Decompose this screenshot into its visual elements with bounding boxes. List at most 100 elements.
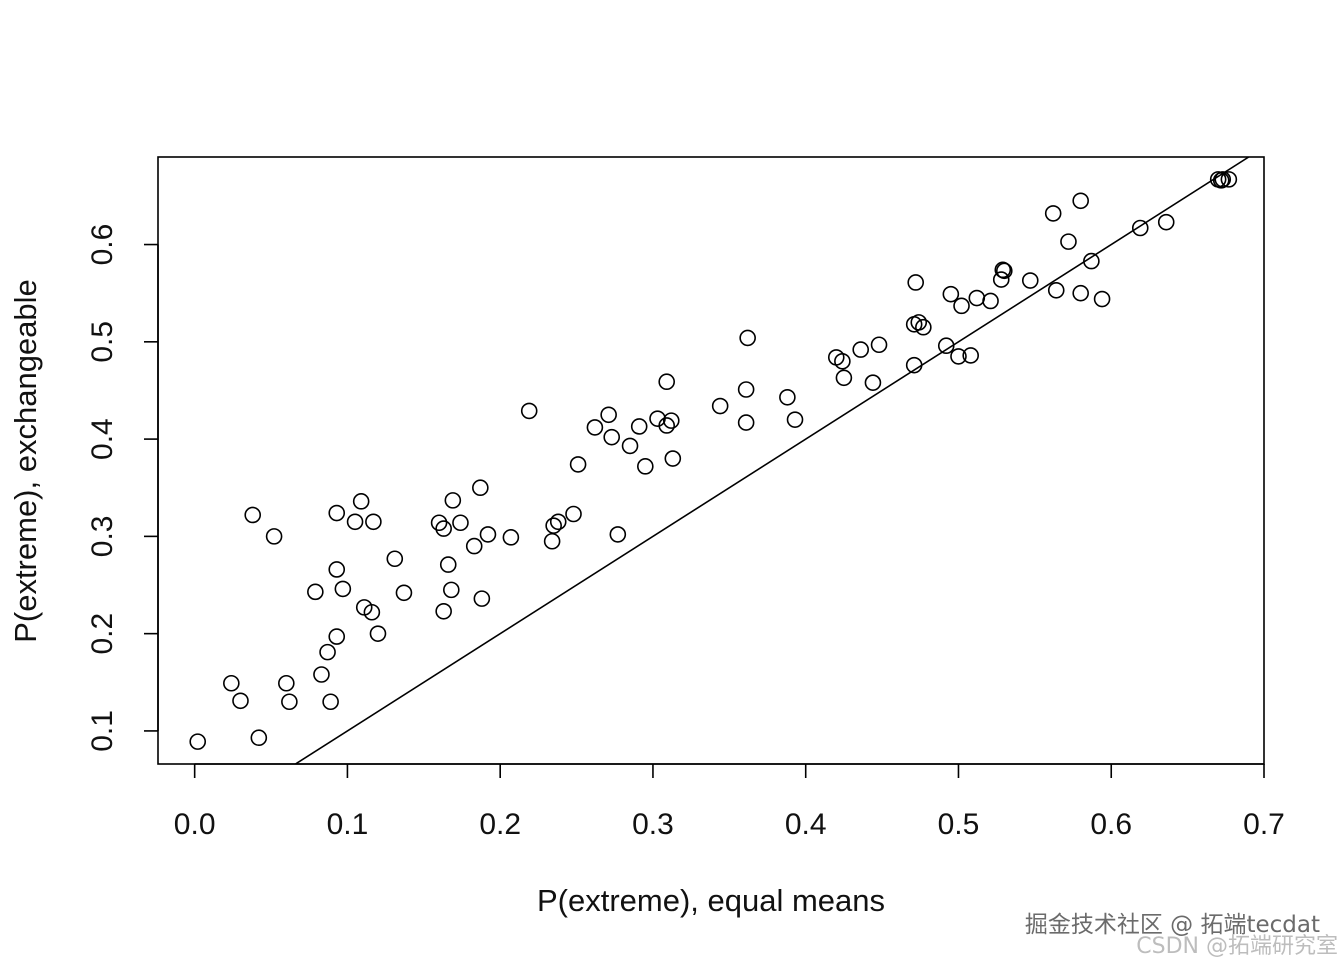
data-point <box>549 513 567 531</box>
data-point <box>950 348 967 365</box>
data-point <box>444 492 462 509</box>
data-point <box>369 625 387 642</box>
data-point <box>864 374 882 391</box>
data-point <box>1157 213 1175 231</box>
data-point <box>1214 171 1232 188</box>
y-tick-label: 0.4 <box>86 418 119 460</box>
data-point <box>637 458 654 475</box>
data-point <box>569 456 587 473</box>
x-tick-label: 0.2 <box>479 808 521 841</box>
data-point <box>232 692 249 710</box>
data-point <box>322 693 339 711</box>
plot-frame <box>157 156 1265 765</box>
data-point <box>278 674 295 692</box>
data-point <box>443 581 460 599</box>
data-point <box>1220 171 1238 188</box>
data-point <box>992 271 1010 288</box>
data-point <box>1060 233 1077 250</box>
data-point <box>430 514 448 532</box>
data-point <box>565 505 582 523</box>
data-point <box>711 397 729 415</box>
data-point <box>1093 290 1111 308</box>
data-point <box>915 318 932 336</box>
data-point <box>435 520 452 537</box>
x-tick-label: 0.3 <box>632 808 674 841</box>
x-tick-label: 0.1 <box>327 808 369 841</box>
data-point <box>982 292 999 310</box>
data-point <box>603 428 621 446</box>
data-point <box>386 550 404 568</box>
data-point <box>439 556 457 573</box>
x-tick-label: 0.4 <box>785 808 827 841</box>
data-point <box>1212 172 1230 189</box>
x-tick-label: 0.0 <box>174 808 216 841</box>
data-point <box>479 526 497 543</box>
x-axis-label: P(extreme), equal means <box>537 883 885 918</box>
data-point <box>835 369 853 387</box>
data-point <box>334 580 352 598</box>
data-point <box>779 388 796 406</box>
data-point <box>907 274 925 291</box>
data-point <box>543 532 561 550</box>
data-point <box>737 414 755 431</box>
data-point <box>435 602 452 620</box>
data-point <box>545 517 562 534</box>
data-point <box>658 417 675 434</box>
data-point <box>1072 284 1089 302</box>
data-point <box>472 479 489 497</box>
data-point <box>586 419 604 436</box>
data-point <box>1131 219 1149 237</box>
data-point <box>328 504 346 522</box>
data-point <box>737 381 755 398</box>
data-point <box>307 583 324 601</box>
data-point <box>996 262 1013 280</box>
data-point <box>189 733 207 750</box>
data-point <box>937 337 955 355</box>
y-tick-label: 0.2 <box>86 613 119 655</box>
data-point <box>786 411 804 428</box>
y-tick-label: 0.3 <box>86 516 119 558</box>
data-point <box>609 526 627 543</box>
data-point <box>664 450 682 467</box>
x-tick-label: 0.6 <box>1090 808 1132 841</box>
data-point <box>942 285 960 303</box>
data-point <box>630 418 648 435</box>
data-point <box>452 514 469 532</box>
data-point <box>395 584 413 602</box>
data-point <box>313 666 330 683</box>
y-axis-label: P(extreme), exchangeable <box>8 279 43 643</box>
data-point <box>465 537 483 555</box>
data-point <box>365 513 382 531</box>
data-point <box>658 373 675 391</box>
data-point <box>346 513 364 531</box>
y-tick-label: 0.5 <box>86 321 119 363</box>
data-point <box>1083 252 1100 270</box>
data-point <box>328 561 346 578</box>
data-point <box>600 406 617 424</box>
data-point <box>352 493 370 510</box>
data-point <box>905 356 923 374</box>
data-point <box>502 529 520 546</box>
data-point <box>739 329 756 347</box>
reference-line <box>295 157 1250 764</box>
data-point <box>994 261 1012 279</box>
data-point <box>250 729 268 747</box>
data-point <box>852 341 870 358</box>
data-point <box>244 506 262 524</box>
data-point <box>962 347 979 364</box>
y-tick-label: 0.1 <box>86 710 119 752</box>
data-point <box>328 628 346 645</box>
data-point <box>223 674 240 692</box>
data-point <box>870 336 888 354</box>
data-point <box>953 297 970 315</box>
data-point <box>1044 205 1062 222</box>
data-point <box>520 402 538 420</box>
data-point <box>281 693 298 711</box>
data-point <box>1021 272 1039 289</box>
data-point <box>662 412 680 429</box>
data-point <box>910 314 928 331</box>
x-tick-label: 0.5 <box>938 808 980 841</box>
data-point <box>363 603 381 621</box>
